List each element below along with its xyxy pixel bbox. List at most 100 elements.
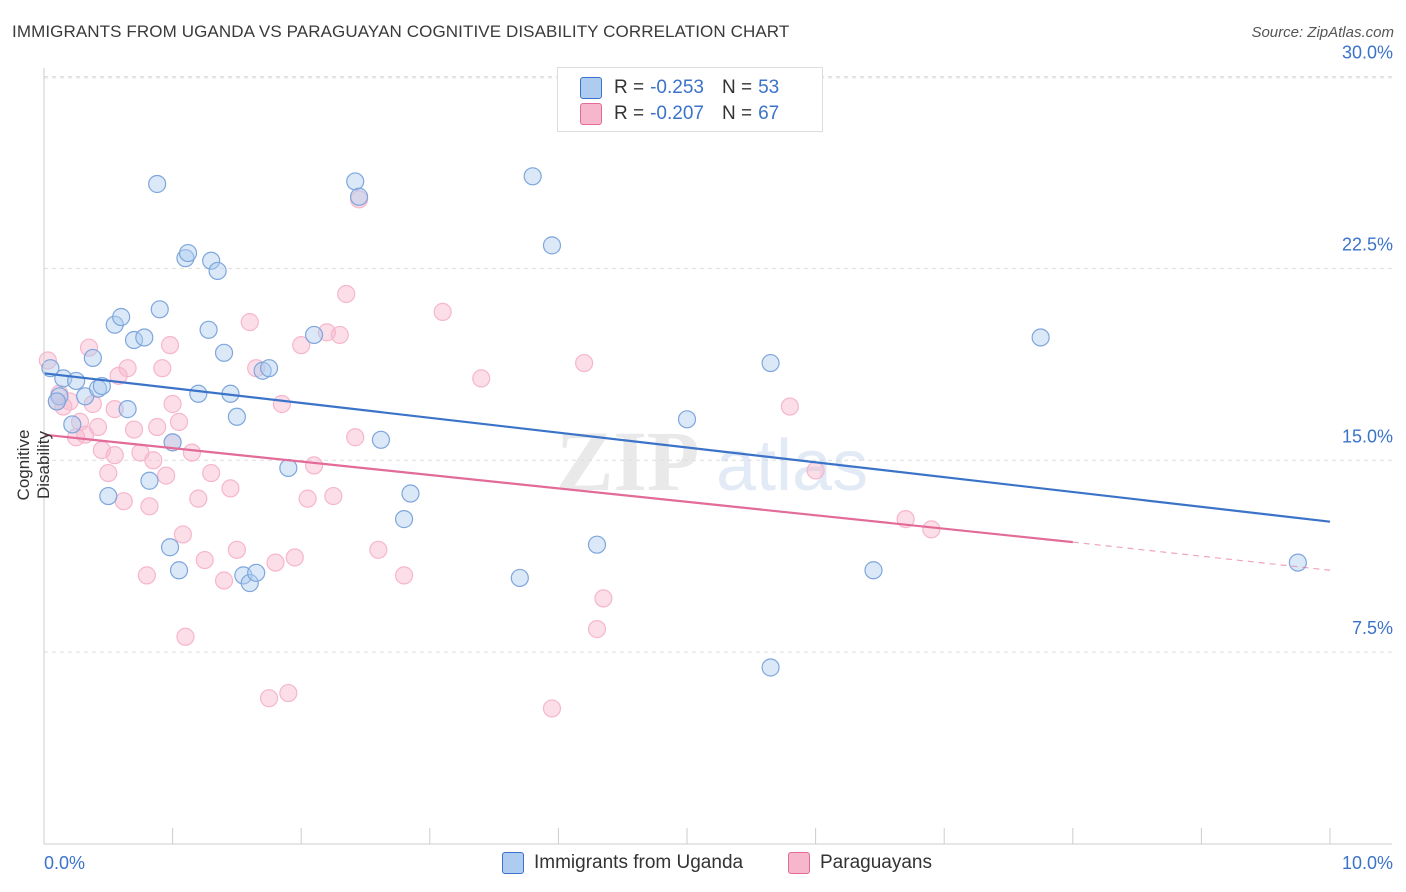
y-tick-label: 7.5% (1352, 618, 1393, 638)
legend-swatch-paraguayans (580, 103, 602, 125)
data-point-paraguayans (324, 486, 343, 506)
data-point-uganda (176, 249, 195, 268)
data-point-paraguayans (105, 446, 124, 465)
data-point-uganda (349, 187, 369, 206)
data-point-paraguayans (163, 394, 182, 414)
data-point-uganda (47, 392, 66, 411)
data-point-paraguayans (394, 566, 414, 585)
data-point-uganda (587, 535, 607, 554)
data-point-paraguayans (148, 417, 167, 437)
data-point-paraguayans (99, 463, 118, 483)
data-point-uganda (135, 328, 154, 347)
data-point-uganda (208, 261, 227, 281)
data-point-paraguayans (140, 497, 159, 516)
y-tick-label: 30.0% (1342, 43, 1393, 63)
data-point-uganda (169, 561, 189, 580)
data-point-paraguayans (189, 489, 208, 508)
bottom-legend: Immigrants from Uganda Paraguayans (0, 852, 1406, 878)
data-point-uganda (112, 307, 131, 327)
data-point-uganda (371, 430, 391, 449)
stats-legend: R = -0.253 N = 53 R = -0.207 N = 67 (557, 67, 823, 132)
trend-line-paraguayans (43, 433, 1073, 544)
data-point-paraguayans (285, 548, 304, 567)
data-point-uganda (1288, 553, 1307, 572)
data-point-paraguayans (88, 417, 108, 437)
watermark: ZIP atlas (556, 413, 868, 509)
data-point-paraguayans (144, 451, 163, 470)
data-point-uganda (214, 343, 234, 362)
legend-n-label: N = (721, 103, 753, 124)
data-point-paraguayans (292, 336, 311, 355)
data-point-paraguayans (259, 689, 279, 708)
data-point-uganda (304, 325, 324, 345)
data-point-paraguayans (118, 359, 137, 378)
data-point-paraguayans (780, 397, 799, 416)
data-point-paraguayans (369, 540, 388, 559)
bottom-legend-swatch-uganda (502, 852, 524, 874)
data-point-paraguayans (272, 394, 292, 414)
axes (43, 68, 1392, 845)
data-point-uganda (227, 407, 246, 426)
data-point-paraguayans (279, 683, 298, 703)
trend-line-uganda (43, 372, 1331, 523)
data-point-uganda (50, 387, 69, 406)
data-point-paraguayans (472, 369, 491, 388)
data-point-paraguayans (806, 461, 825, 480)
data-point-uganda (346, 172, 365, 191)
data-point-paraguayans (587, 620, 607, 639)
data-point-uganda (1031, 328, 1050, 347)
x-tick-label: 0.0% (44, 853, 85, 873)
data-point-uganda (510, 568, 529, 588)
data-point-uganda (259, 359, 279, 378)
watermark-zip: ZIP (556, 413, 699, 509)
data-point-uganda (118, 400, 137, 419)
data-point-uganda (394, 510, 414, 529)
data-point-paraguayans (227, 540, 246, 559)
data-point-paraguayans (214, 571, 234, 590)
x-tick-label: 10.0% (1342, 853, 1393, 873)
data-point-uganda (92, 376, 111, 396)
data-point-uganda (542, 236, 562, 255)
data-point-paraguayans (169, 412, 189, 431)
data-point-uganda (761, 658, 780, 677)
data-point-paraguayans (79, 338, 99, 357)
data-point-paraguayans (195, 550, 214, 570)
bottom-legend-uganda: Immigrants from Uganda (502, 852, 743, 874)
series-paraguayans-points (38, 190, 941, 718)
trend-lines (43, 372, 1331, 571)
data-point-uganda (761, 353, 780, 373)
x-tick-labels: 0.0% 10.0% (44, 853, 1393, 873)
source-label: Source: ZipAtlas.com (1251, 24, 1394, 41)
data-point-uganda (279, 458, 298, 478)
legend-n-value: 53 (758, 77, 780, 98)
legend-swatch-uganda (580, 77, 602, 99)
data-point-paraguayans (298, 489, 317, 508)
data-point-paraguayans (346, 428, 365, 447)
data-point-uganda (150, 300, 169, 319)
bottom-legend-label-uganda: Immigrants from Uganda (534, 852, 744, 873)
data-point-uganda (160, 538, 180, 557)
chart-title: IMMIGRANTS FROM UGANDA VS PARAGUAYAN COG… (12, 22, 790, 41)
y-tick-labels: 7.5% 15.0% 22.5% 30.0% (1342, 43, 1393, 639)
legend-r-value: -0.253 (650, 77, 704, 98)
legend-r-label: R = (614, 77, 645, 98)
data-point-paraguayans (922, 520, 941, 539)
legend-row-paraguayans: R = -0.207 N = 67 (580, 102, 779, 126)
grid-lines (44, 76, 1392, 653)
data-point-paraguayans (337, 284, 356, 304)
data-point-paraguayans (594, 589, 613, 608)
data-point-paraguayans (266, 553, 285, 572)
data-point-paraguayans (330, 325, 349, 345)
data-point-paraguayans (433, 302, 452, 321)
data-point-paraguayans (137, 566, 156, 585)
y-tick-label: 15.0% (1342, 426, 1393, 446)
data-point-paraguayans (240, 313, 259, 332)
data-point-paraguayans (542, 699, 562, 718)
data-point-uganda (240, 573, 259, 593)
bottom-legend-paraguayans: Paraguayans (788, 852, 932, 874)
data-point-uganda (99, 486, 118, 506)
data-point-paraguayans (157, 466, 176, 485)
data-point-uganda (189, 384, 208, 403)
data-point-uganda (523, 167, 542, 186)
